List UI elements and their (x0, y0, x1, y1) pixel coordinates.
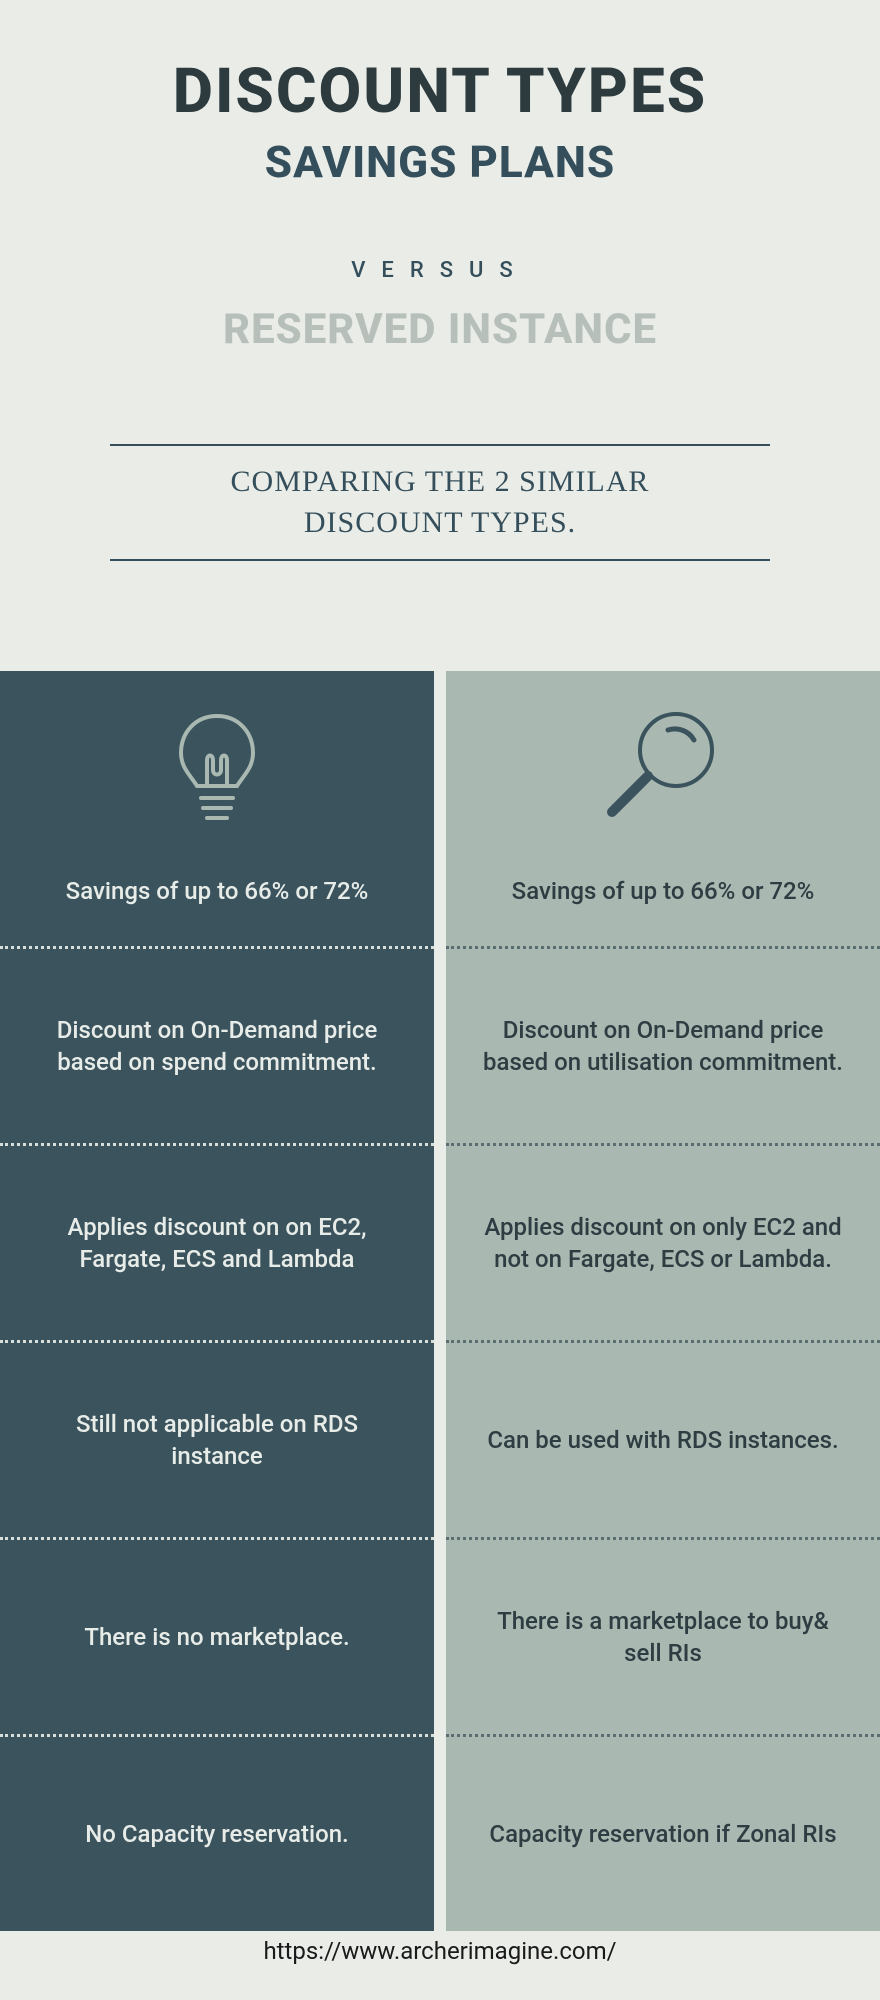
cell-right-3: Can be used with RDS instances. (446, 1340, 880, 1537)
title-main: DISCOUNT TYPES (40, 55, 840, 128)
cell-text: Still not applicable on RDS instance (35, 1408, 399, 1473)
cell-left-2: Applies discount on on EC2, Fargate, ECS… (0, 1143, 434, 1340)
cell-left-0: Savings of up to 66% or 72% (0, 836, 434, 946)
cell-left-5: No Capacity reservation. (0, 1734, 434, 1931)
icon-cell-right (446, 671, 880, 836)
column-reserved-instance: Savings of up to 66% or 72% Discount on … (446, 671, 880, 1931)
subtitle-text: COMPARING THE 2 SIMILAR DISCOUNT TYPES. (150, 462, 730, 543)
cell-right-2: Applies discount on only EC2 and not on … (446, 1143, 880, 1340)
cell-text: Capacity reservation if Zonal RIs (489, 1818, 836, 1850)
title-savings: SAVINGS PLANS (40, 136, 840, 188)
cell-right-1: Discount on On-Demand price based on uti… (446, 946, 880, 1143)
title-reserved: RESERVED INSTANCE (40, 305, 840, 354)
cell-right-5: Capacity reservation if Zonal RIs (446, 1734, 880, 1931)
cell-text: Discount on On-Demand price based on uti… (481, 1014, 845, 1079)
cell-text: There is a marketplace to buy& sell RIs (481, 1605, 845, 1670)
cell-text: Applies discount on on EC2, Fargate, ECS… (35, 1211, 399, 1276)
icon-cell-left (0, 671, 434, 836)
header-block: DISCOUNT TYPES SAVINGS PLANS VERSUS RESE… (0, 0, 880, 601)
cell-left-3: Still not applicable on RDS instance (0, 1340, 434, 1537)
comparison-table: Savings of up to 66% or 72% Discount on … (0, 671, 880, 1931)
footer-url: https://www.archerimagine.com/ (0, 1931, 880, 1965)
cell-text: Savings of up to 66% or 72% (512, 875, 815, 907)
subtitle-box: COMPARING THE 2 SIMILAR DISCOUNT TYPES. (110, 444, 770, 561)
cell-text: There is no marketplace. (84, 1621, 349, 1653)
cell-text: Can be used with RDS instances. (487, 1424, 838, 1456)
cell-left-4: There is no marketplace. (0, 1537, 434, 1734)
cell-right-4: There is a marketplace to buy& sell RIs (446, 1537, 880, 1734)
cell-text: Discount on On-Demand price based on spe… (35, 1014, 399, 1079)
cell-text: Savings of up to 66% or 72% (66, 875, 369, 907)
cell-text: No Capacity reservation. (85, 1818, 348, 1850)
column-savings-plans: Savings of up to 66% or 72% Discount on … (0, 671, 434, 1931)
cell-right-0: Savings of up to 66% or 72% (446, 836, 880, 946)
versus-label: VERSUS (40, 258, 840, 283)
cell-text: Applies discount on only EC2 and not on … (481, 1211, 845, 1276)
magnifier-icon (598, 708, 728, 828)
lightbulb-icon (167, 708, 267, 828)
cell-left-1: Discount on On-Demand price based on spe… (0, 946, 434, 1143)
